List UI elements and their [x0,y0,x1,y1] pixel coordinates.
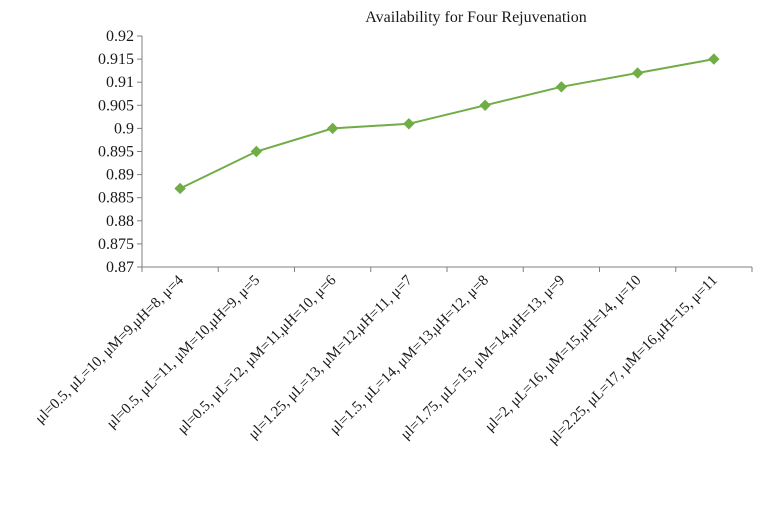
y-tick-label: 0.875 [98,236,134,253]
y-tick-label: 0.895 [98,144,134,161]
y-tick-label: 0.87 [106,259,134,276]
data-point-marker [174,182,186,195]
y-tick-label: 0.88 [106,213,134,230]
x-axis-ticks: μl=0.5, μL=10, μM=9,μH=8, μ=4μl=0.5, μL=… [32,267,753,448]
y-tick-label: 0.915 [98,51,134,68]
data-point-marker [631,67,644,79]
data-point-marker [708,53,720,65]
x-tick-label: μl=1.25, μL=13, μM=12,μH=11, μ=7 [246,272,416,442]
x-tick-label: μl=1.75, μL=15, μM=14,μH=13, μ=9 [398,273,568,443]
data-point-marker [479,99,491,112]
x-tick-label: μl=0.5, μL=11, μM=10,μH=9, μ=5 [104,273,263,432]
series-line [179,58,715,190]
y-tick-label: 0.92 [106,28,134,45]
y-tick-label: 0.91 [106,74,134,91]
y-tick-label: 0.9 [114,120,134,137]
y-tick-label: 0.905 [98,97,134,114]
data-point-marker [250,145,263,158]
series-group [174,53,720,195]
x-tick-label: μl=0.5, μL=10, μM=9,μH=8, μ=4 [32,272,187,427]
y-tick-label: 0.885 [98,190,134,207]
x-tick-label: μl=2.25, μL=17, μM=16,μH=15, μ=11 [545,273,720,448]
data-point-marker [403,118,415,130]
x-tick-label: μl=1.5, μL=14, μM=13,μH=12, μ=8 [327,273,492,438]
x-tick-label: μl=2, μL=16, μM=15,μH=14, μ=10 [482,273,644,435]
y-tick-label: 0.89 [106,167,134,184]
x-tick-label: μl=0.5, μL=12, μM=11,μH=10, μ=6 [175,272,340,437]
chart-title: Availability for Four Rejuvenation [365,9,586,26]
data-point-marker [326,122,339,135]
data-point-marker [555,81,568,93]
y-axis-ticks: 0.87 0.875 0.88 0.885 0.89 0.895 0.9 0.905 0.91 0… [98,28,142,276]
